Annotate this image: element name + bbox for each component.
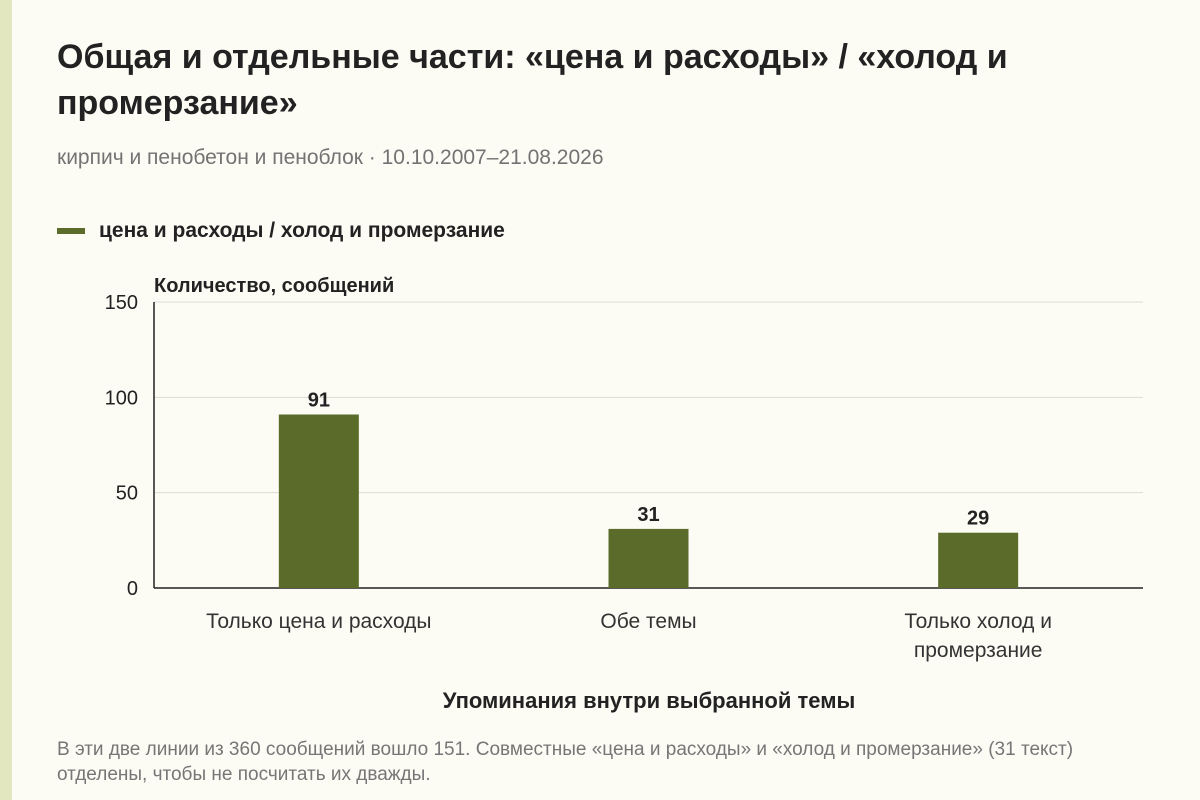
bar-value-label: 91 <box>308 389 330 411</box>
y-tick-label: 50 <box>116 483 138 505</box>
legend: цена и расходы / холод и промерзание <box>57 219 505 243</box>
y-axis-label: Количество, сообщений <box>154 275 394 297</box>
footnote: В эти две линии из 360 сообщений вошло 1… <box>57 739 1074 785</box>
x-tick-label: Обе темы <box>600 610 696 633</box>
x-tick-label: Только цена и расходы <box>206 610 431 633</box>
x-axis-label: Упоминания внутри выбранной темы <box>443 688 856 713</box>
bar-value-label: 29 <box>967 508 989 530</box>
bar-2 <box>608 528 689 588</box>
legend-label: цена и расходы / холод и промерзание <box>99 219 505 242</box>
x-tick-label: Только холод и промерзание <box>904 610 1052 662</box>
y-tick-label: 150 <box>105 292 138 314</box>
y-tick-label: 0 <box>127 578 138 600</box>
chart-title: Общая и отдельные части: «цена и расходы… <box>57 38 1008 122</box>
accent-strip <box>0 0 12 800</box>
bar-1 <box>278 414 359 588</box>
bar-value-label: 31 <box>637 504 659 526</box>
legend-swatch <box>57 228 85 234</box>
bar-3 <box>938 532 1019 588</box>
chart-subtitle: кирпич и пенобетон и пеноблок · 10.10.20… <box>57 146 604 169</box>
y-tick-label: 100 <box>105 387 138 409</box>
